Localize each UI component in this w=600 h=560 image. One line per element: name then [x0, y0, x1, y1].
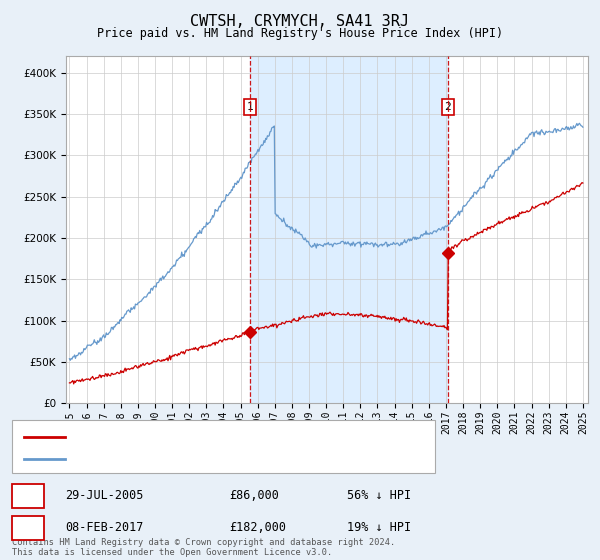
Text: 56% ↓ HPI: 56% ↓ HPI — [347, 489, 411, 502]
Text: CWTSH, CRYMYCH, SA41 3RJ (detached house): CWTSH, CRYMYCH, SA41 3RJ (detached house… — [77, 432, 343, 442]
Text: 08-FEB-2017: 08-FEB-2017 — [65, 521, 143, 534]
FancyBboxPatch shape — [12, 420, 435, 473]
Text: CWTSH, CRYMYCH, SA41 3RJ: CWTSH, CRYMYCH, SA41 3RJ — [191, 14, 409, 29]
Text: 2: 2 — [444, 102, 451, 112]
Text: Contains HM Land Registry data © Crown copyright and database right 2024.
This d: Contains HM Land Registry data © Crown c… — [12, 538, 395, 557]
Text: £182,000: £182,000 — [229, 521, 286, 534]
FancyBboxPatch shape — [12, 484, 44, 507]
Text: 1: 1 — [25, 489, 32, 502]
Text: £86,000: £86,000 — [229, 489, 280, 502]
Text: 19% ↓ HPI: 19% ↓ HPI — [347, 521, 411, 534]
Text: Price paid vs. HM Land Registry's House Price Index (HPI): Price paid vs. HM Land Registry's House … — [97, 27, 503, 40]
Text: HPI: Average price, detached house, Pembrokeshire: HPI: Average price, detached house, Pemb… — [77, 454, 395, 464]
Bar — [250, 56, 448, 403]
FancyBboxPatch shape — [12, 516, 44, 540]
Text: 1: 1 — [247, 102, 254, 112]
Text: 29-JUL-2005: 29-JUL-2005 — [65, 489, 143, 502]
Text: 2: 2 — [25, 521, 32, 534]
